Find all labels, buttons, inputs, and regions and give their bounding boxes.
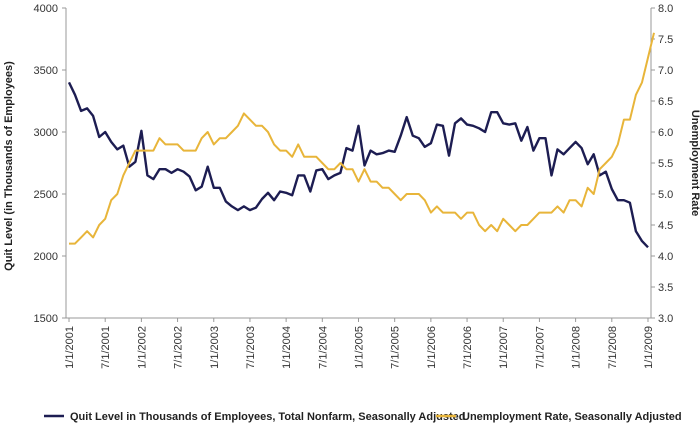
x-tick-label: 1/1/2003 <box>209 326 221 369</box>
x-tick-label: 7/1/2001 <box>100 326 112 369</box>
x-tick-label: 7/1/2004 <box>317 326 329 369</box>
x-tick-label: 1/1/2007 <box>498 326 510 369</box>
x-tick-label: 1/1/2002 <box>136 326 148 369</box>
x-tick-label: 1/1/2004 <box>281 326 293 369</box>
chart-ticks: 1500 2000 2500 3000 3500 4000 3.0 3.5 4.0 4.5 5.0 5… <box>34 3 674 369</box>
right-tick-label: 6.5 <box>658 96 673 108</box>
x-tick-label: 1/1/2009 <box>643 326 655 369</box>
x-tick-label: 7/1/2002 <box>173 326 185 369</box>
x-tick-label: 7/1/2003 <box>245 326 257 369</box>
right-tick-label: 5.5 <box>658 158 673 170</box>
left-tick-label: 3000 <box>34 127 58 139</box>
right-tick-label: 8.0 <box>658 3 673 15</box>
left-tick-label: 4000 <box>34 3 58 15</box>
right-tick-label: 7.0 <box>658 65 673 77</box>
left-tick-label: 2000 <box>34 251 58 263</box>
left-tick-label: 1500 <box>34 313 58 325</box>
right-axis-title: Unemployment Rate <box>689 110 700 216</box>
x-tick-label: 7/1/2005 <box>390 326 402 369</box>
x-tick-label: 7/1/2008 <box>607 326 619 369</box>
x-tick-label: 1/1/2005 <box>354 326 366 369</box>
left-tick-label: 2500 <box>34 189 58 201</box>
quit-level-line <box>67 81 649 249</box>
unemployment-rate-line <box>69 32 655 245</box>
x-tick-label: 1/1/2001 <box>64 326 76 369</box>
x-tick-label: 1/1/2006 <box>426 326 438 369</box>
legend-label-quits: Quit Level in Thousands of Employees, To… <box>70 411 465 423</box>
right-tick-label: 6.0 <box>658 127 673 139</box>
right-tick-label: 7.5 <box>658 34 673 46</box>
chart-axes <box>65 8 652 319</box>
x-tick-label: 7/1/2006 <box>462 326 474 369</box>
left-tick-label: 3500 <box>34 65 58 77</box>
right-tick-label: 5.0 <box>658 189 673 201</box>
right-tick-label: 4.5 <box>658 220 673 232</box>
right-tick-label: 4.0 <box>658 251 673 263</box>
right-tick-label: 3.0 <box>658 313 673 325</box>
chart-series-lines <box>67 32 655 249</box>
right-tick-label: 3.5 <box>658 282 673 294</box>
legend-label-unemployment: Unemployment Rate, Seasonally Adjusted <box>462 411 682 423</box>
left-axis-title: Quit Level (in Thousands of Employees) <box>3 61 15 271</box>
x-tick-label: 7/1/2007 <box>534 326 546 369</box>
x-tick-label: 1/1/2008 <box>571 326 583 369</box>
legend: Quit Level in Thousands of Employees, To… <box>44 411 682 423</box>
